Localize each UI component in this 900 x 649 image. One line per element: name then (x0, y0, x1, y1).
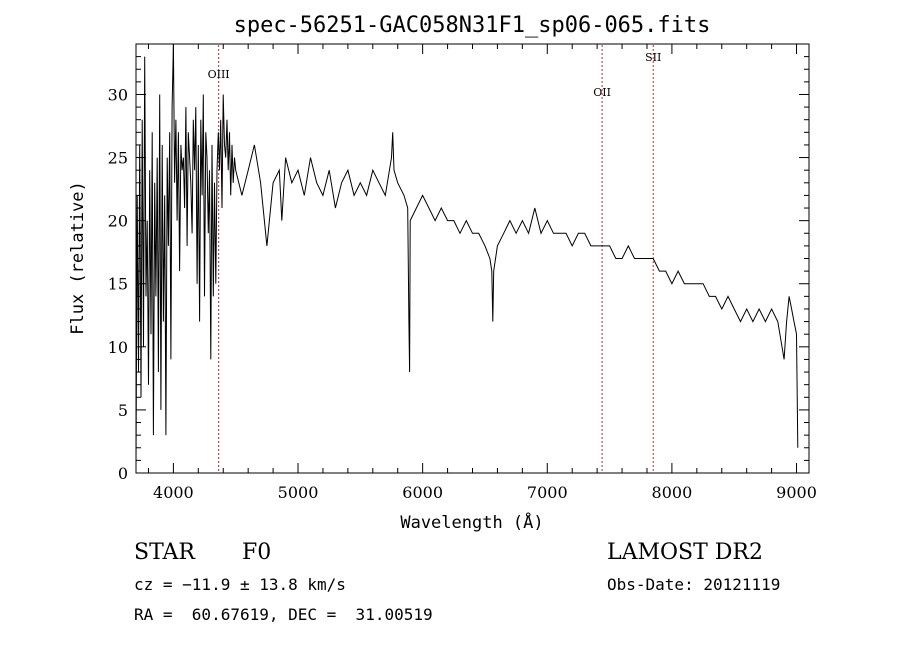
y-tick-label: 25 (108, 149, 128, 168)
redshift-velocity: cz = −11.9 ± 13.8 km/s (134, 575, 346, 594)
observation-date: Obs-Date: 20121119 (607, 575, 781, 594)
x-tick-label: 4000 (153, 483, 194, 502)
x-tick-label: 8000 (652, 483, 693, 502)
y-tick-label: 5 (118, 401, 128, 420)
y-tick-label: 15 (108, 275, 128, 294)
y-tick-label: 10 (108, 338, 128, 357)
x-tick-label: 6000 (402, 483, 443, 502)
y-axis-label: Flux (relative) (68, 181, 88, 335)
x-axis-label: Wavelength (Å) (400, 511, 543, 533)
y-tick-label: 30 (108, 85, 128, 104)
line-label-oiii: OIII (208, 68, 230, 81)
plot-frame (135, 43, 810, 474)
object-class: STAR (134, 540, 195, 565)
coordinates: RA = 60.67619, DEC = 31.00519 (134, 605, 433, 624)
y-tick-label: 0 (118, 464, 128, 483)
x-tick-label: 9000 (776, 483, 817, 502)
chart-title: spec-56251-GAC058N31F1_sp06-065.fits (234, 13, 711, 38)
y-axis: 0 5 10 15 20 25 30 (108, 56, 809, 483)
object-subclass: F0 (242, 540, 272, 565)
emission-line-markers: OIII OII SII (208, 45, 661, 472)
survey-name: LAMOST DR2 (607, 540, 763, 565)
x-tick-label: 7000 (527, 483, 568, 502)
x-tick-label: 5000 (278, 483, 319, 502)
line-label-sii: SII (645, 51, 661, 64)
x-axis: 4000 5000 6000 7000 8000 9000 (147, 44, 817, 502)
line-label-oii: OII (593, 86, 611, 99)
y-tick-label: 20 (108, 212, 128, 231)
spectrum-series-line (135, 43, 799, 467)
